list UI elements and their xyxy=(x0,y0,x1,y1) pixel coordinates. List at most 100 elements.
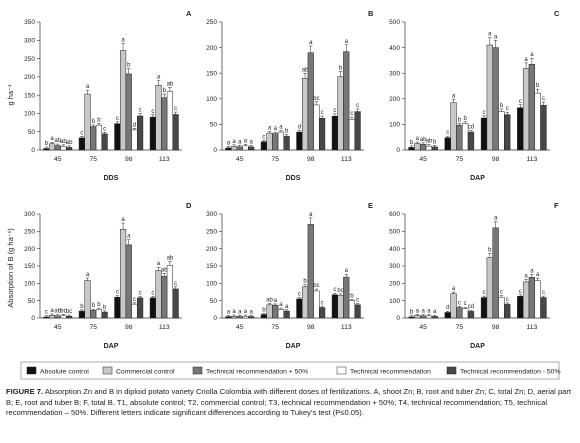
significance-letter: a xyxy=(86,272,90,278)
significance-letter: b xyxy=(97,117,101,123)
significance-letter: ab xyxy=(167,81,174,87)
bar xyxy=(540,297,547,319)
y-tick-label: 0 xyxy=(213,315,217,322)
x-axis-label: DAP xyxy=(470,175,485,182)
bar xyxy=(131,129,138,151)
y-tick-label: 300 xyxy=(389,70,400,77)
significance-letter: c xyxy=(458,300,461,306)
y-tick-label: 0 xyxy=(396,147,400,154)
legend-swatch xyxy=(192,366,203,375)
bar xyxy=(119,50,127,151)
y-tick-label: 500 xyxy=(389,19,400,26)
significance-letter: c xyxy=(356,103,359,109)
bar xyxy=(456,307,463,319)
bar xyxy=(444,312,451,319)
y-tick-label: 200 xyxy=(206,246,217,253)
y-tick-label: 600 xyxy=(389,211,400,218)
bar xyxy=(456,124,463,151)
x-tick-label: 98 xyxy=(125,156,133,163)
significance-letter: a xyxy=(121,38,125,44)
panel-letter: D xyxy=(186,201,192,210)
significance-letter: b xyxy=(92,303,96,309)
bar xyxy=(248,316,255,319)
bar xyxy=(480,297,488,319)
x-tick-label: 98 xyxy=(492,156,500,163)
significance-letter: a xyxy=(157,261,161,267)
significance-letter: b xyxy=(488,247,492,253)
significance-letter: bc xyxy=(313,96,319,102)
figure-caption: FIGURE 7. Absorption Zn and B in diploid… xyxy=(6,387,574,419)
legend-swatch xyxy=(102,366,113,375)
bar xyxy=(498,296,505,319)
bar xyxy=(149,297,156,319)
legend: Absolute control Commercial control Techni… xyxy=(20,361,561,380)
bar xyxy=(467,311,475,319)
bar xyxy=(408,316,415,319)
significance-letter: c xyxy=(139,108,142,114)
legend-label: Absolute control xyxy=(40,368,89,375)
bar xyxy=(517,107,524,151)
significance-letter: ab xyxy=(420,137,427,143)
bar xyxy=(480,117,488,151)
significance-letter: b xyxy=(464,116,468,122)
significance-letter: a xyxy=(309,40,313,46)
significance-letter: a xyxy=(127,234,131,240)
y-tick-label: 250 xyxy=(24,56,35,63)
x-tick-label: 45 xyxy=(54,156,62,163)
y-tick-label: 300 xyxy=(24,37,35,44)
y-tick-label: 150 xyxy=(206,70,217,77)
y-tick-label: 100 xyxy=(389,122,400,129)
significance-letter: a xyxy=(524,273,528,279)
bar xyxy=(534,92,541,151)
bar xyxy=(78,310,85,319)
significance-letter: c xyxy=(542,96,545,102)
y-tick-label: 200 xyxy=(389,96,400,103)
bar xyxy=(528,63,536,151)
bar xyxy=(166,91,174,151)
x-tick-label: 98 xyxy=(492,324,500,331)
bar xyxy=(301,286,309,319)
y-tick-label: 350 xyxy=(24,19,35,26)
significance-letter: ab xyxy=(302,67,309,73)
significance-letter: c xyxy=(151,109,154,115)
bar xyxy=(331,294,338,319)
significance-letter: bc xyxy=(337,288,343,294)
significance-letter: a xyxy=(452,93,456,99)
significance-letter: cd xyxy=(468,304,474,310)
significance-letter: ab xyxy=(66,140,73,146)
caption-text: Absorption Zn and B in diploid potato va… xyxy=(6,387,572,417)
bar xyxy=(272,304,279,319)
bar xyxy=(48,143,56,151)
bar xyxy=(277,131,285,151)
bar xyxy=(66,316,73,319)
significance-letter: a xyxy=(232,309,236,315)
significance-letter: c xyxy=(174,106,177,112)
bar xyxy=(101,311,108,319)
bar xyxy=(354,111,361,151)
panel-letter: C xyxy=(554,9,560,18)
significance-letter: c xyxy=(464,301,467,307)
x-tick-label: 113 xyxy=(526,156,537,163)
significance-letter: c xyxy=(350,111,353,117)
significance-letter: a xyxy=(238,139,242,145)
significance-letter: a xyxy=(50,308,54,314)
significance-letter: c xyxy=(519,99,522,105)
significance-letter: ab xyxy=(54,309,61,315)
significance-letter: a xyxy=(488,32,492,38)
bar xyxy=(283,135,290,151)
panel-letter: A xyxy=(186,9,192,18)
caption-label: FIGURE 7. xyxy=(6,387,44,396)
bar xyxy=(414,143,421,151)
y-tick-label: 200 xyxy=(24,246,35,253)
bar xyxy=(78,137,85,151)
legend-label: Technical recommendation - 50% xyxy=(460,368,561,375)
bar xyxy=(248,146,255,151)
bar xyxy=(277,309,285,319)
significance-letter: a xyxy=(427,309,431,315)
significance-letter: ab xyxy=(167,256,174,262)
y-tick-label: 150 xyxy=(24,92,35,99)
bar xyxy=(137,297,144,319)
significance-letter: b xyxy=(303,279,307,285)
